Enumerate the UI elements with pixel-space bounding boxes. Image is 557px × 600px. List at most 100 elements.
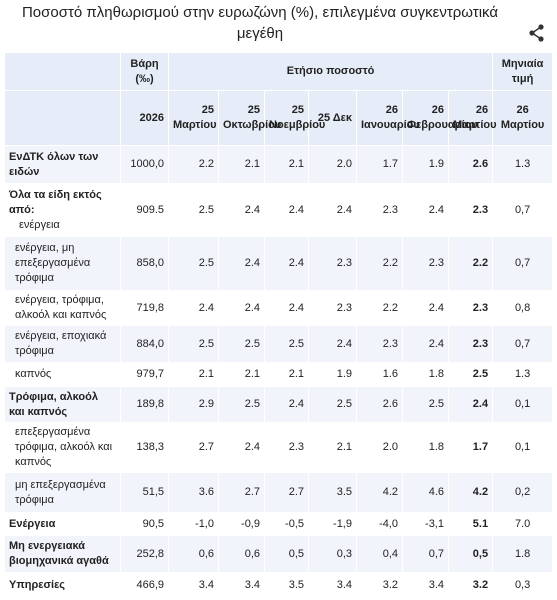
- column-header: 25 Δεκ: [308, 90, 357, 146]
- cell: 2.5: [264, 325, 309, 363]
- row-label: επεξεργασμένα τρόφιμα, αλκοόλ και καπνός: [4, 422, 121, 473]
- row-label: Όλα τα είδη εκτός από: ενέργεια: [4, 183, 121, 237]
- share-icon[interactable]: [529, 24, 545, 42]
- row-label-text: ενέργεια, εποχιακά τρόφιμα: [15, 330, 107, 357]
- cell: 0,3: [492, 572, 554, 598]
- cell: 2.3: [356, 325, 403, 363]
- table-row: Υπηρεσίες 466,9 3.4 3.4 3.5 3.4 3.2 3.4 3.2 0,3: [4, 572, 554, 598]
- cell: 2.1: [308, 422, 357, 473]
- header-cell: Ετήσιο ποσοστό: [167, 52, 494, 91]
- row-label: Μη ενεργειακά βιομηχανικά αγαθά: [4, 535, 121, 573]
- cell: 2.5: [168, 183, 219, 237]
- cell: 2.4: [308, 325, 357, 363]
- row-label-text: Όλα τα είδη εκτός από:: [9, 188, 102, 216]
- cell: 2.2: [447, 236, 494, 291]
- cell: 2.3: [308, 290, 357, 326]
- cell: 2.4: [402, 325, 449, 363]
- table-row: καπνός 979,7 2.1 2.1 2.1 1.9 1.6 1.8 2.5 1.3: [4, 362, 554, 387]
- row-label-text: Τρόφιμα, αλκοόλ και καπνός: [9, 390, 98, 418]
- cell: -3,1: [402, 512, 449, 536]
- cell: 3.4: [402, 572, 449, 598]
- cell: 2.4: [447, 386, 494, 423]
- cell: 4.2: [447, 472, 494, 513]
- cell: 252,8: [120, 535, 169, 573]
- cell: 2.7: [218, 472, 265, 513]
- cell: 2.4: [218, 422, 265, 473]
- row-label: καπνός: [4, 362, 121, 387]
- header-cell: [4, 52, 121, 91]
- cell: 2.4: [218, 290, 265, 326]
- cell: 3.5: [264, 572, 309, 598]
- row-label: Υπηρεσίες: [4, 572, 121, 598]
- cell: 2.0: [356, 422, 403, 473]
- cell: 0,2: [492, 472, 554, 513]
- cell: 2.2: [168, 145, 219, 184]
- cell: 0,8: [492, 290, 554, 326]
- cell: 2.5: [168, 236, 219, 291]
- table-row: ενέργεια, εποχιακά τρόφιμα 884,0 2.5 2.5 2.5…: [4, 325, 554, 363]
- data-table: Βάρη (‰) Ετήσιο ποσοστό Μηνιαία τιμή 202…: [4, 52, 554, 598]
- cell: 0,7: [492, 236, 554, 291]
- column-header: 26 Ιανουαρίου: [356, 90, 420, 146]
- cell: 2.6: [447, 145, 494, 184]
- row-label-text: καπνός: [15, 368, 52, 380]
- cell: 0,7: [492, 183, 554, 237]
- header-cell: Βάρη (‰): [120, 52, 169, 91]
- cell: 90,5: [120, 512, 169, 536]
- column-header: 2026: [120, 90, 169, 146]
- cell: 719,8: [120, 290, 169, 326]
- row-label-text: Μη ενεργειακά βιομηχανικά αγαθά: [9, 540, 109, 567]
- cell: 2.3: [264, 422, 309, 473]
- cell: 2.4: [218, 236, 265, 291]
- cell: 1.6: [356, 362, 403, 387]
- cell: 2.6: [356, 386, 403, 423]
- table-row: μη επεξεργασμένα τρόφιμα 51,5 3.6 2.7 2.7 3.5…: [4, 472, 554, 513]
- cell: 858,0: [120, 236, 169, 291]
- cell: 2.3: [308, 236, 357, 291]
- table-row: Όλα τα είδη εκτός από: ενέργεια 909.5 2.5 2.…: [4, 183, 554, 237]
- cell: -1,9: [308, 512, 357, 536]
- cell: 2.4: [264, 183, 309, 237]
- cell: 3.5: [308, 472, 357, 513]
- cell: 1.9: [402, 145, 449, 184]
- row-label-text: ΕνΔΤΚ όλων των ειδών: [9, 150, 99, 178]
- row-label: Τρόφιμα, αλκοόλ και καπνός: [4, 386, 121, 423]
- table-row: ενέργεια, τρόφιμα, αλκοόλ και καπνός 719,…: [4, 290, 554, 326]
- cell: 4.2: [356, 472, 403, 513]
- cell: 979,7: [120, 362, 169, 387]
- column-header: 26 Μαρτίου: [447, 90, 497, 146]
- table-row: Μη ενεργειακά βιομηχανικά αγαθά 252,8 0,6 0…: [4, 535, 554, 573]
- cell: 1.9: [308, 362, 357, 387]
- cell: 2.1: [218, 362, 265, 387]
- cell: 0,3: [308, 535, 357, 573]
- cell: 2.1: [264, 145, 309, 184]
- cell: -0,9: [218, 512, 265, 536]
- row-label: Ενέργεια: [4, 512, 121, 536]
- cell: 2.4: [168, 290, 219, 326]
- cell: 1.7: [356, 145, 403, 184]
- row-label-text: επεξεργασμένα τρόφιμα, αλκοόλ και καπνός: [15, 426, 113, 468]
- header-cell: [4, 90, 121, 146]
- cell: 2.9: [168, 386, 219, 423]
- header-cell: Μηνιαία τιμή: [492, 52, 554, 91]
- cell: 4.6: [402, 472, 449, 513]
- row-sublabel: ενέργεια: [19, 218, 60, 231]
- row-label: μη επεξεργασμένα τρόφιμα: [4, 472, 121, 513]
- cell: 3.6: [168, 472, 219, 513]
- cell: 0,7: [492, 325, 554, 363]
- cell: 2.5: [218, 386, 265, 423]
- cell: -0,5: [264, 512, 309, 536]
- cell: 2.5: [447, 362, 494, 387]
- cell: 2.1: [218, 145, 265, 184]
- cell: 0,1: [492, 422, 554, 473]
- cell: 3.4: [168, 572, 219, 598]
- cell: 3.2: [356, 572, 403, 598]
- cell: 1.8: [492, 535, 554, 573]
- column-header: 26 Φεβρουαρίου: [402, 90, 478, 146]
- cell: 2.5: [308, 386, 357, 423]
- cell: 1.7: [447, 422, 494, 473]
- row-label: ενέργεια, εποχιακά τρόφιμα: [4, 325, 121, 363]
- table-row: επεξεργασμένα τρόφιμα, αλκοόλ και καπνός…: [4, 422, 554, 473]
- cell: 5.1: [447, 512, 494, 536]
